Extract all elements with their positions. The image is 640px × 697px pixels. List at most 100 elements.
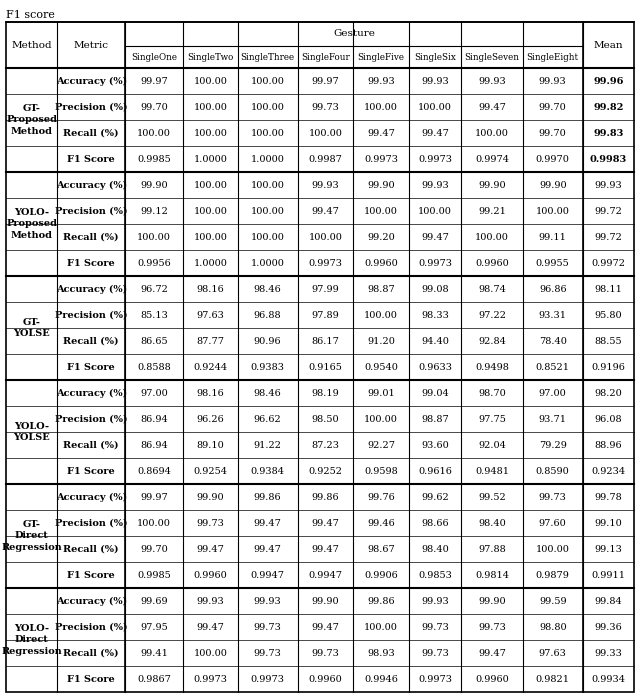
Text: 0.9985: 0.9985 (137, 155, 171, 164)
Text: 0.9498: 0.9498 (475, 362, 509, 372)
Text: 99.73: 99.73 (196, 519, 224, 528)
Text: 98.80: 98.80 (539, 622, 566, 631)
Text: 0.9973: 0.9973 (364, 155, 398, 164)
Text: 99.93: 99.93 (421, 181, 449, 190)
Text: 98.11: 98.11 (595, 284, 622, 293)
Text: 99.52: 99.52 (478, 493, 506, 502)
Text: 99.90: 99.90 (312, 597, 339, 606)
Text: 97.60: 97.60 (539, 519, 566, 528)
Text: 99.62: 99.62 (421, 493, 449, 502)
Text: Recall (%): Recall (%) (63, 128, 119, 137)
Text: 100.00: 100.00 (193, 233, 227, 241)
Text: 99.70: 99.70 (140, 102, 168, 112)
Text: 92.84: 92.84 (478, 337, 506, 346)
Text: 98.40: 98.40 (478, 519, 506, 528)
Text: 100.00: 100.00 (364, 622, 398, 631)
Text: 100.00: 100.00 (308, 233, 342, 241)
Text: 100.00: 100.00 (193, 77, 227, 86)
Text: 99.93: 99.93 (421, 77, 449, 86)
Text: 0.9384: 0.9384 (251, 466, 285, 475)
Text: 0.9960: 0.9960 (475, 675, 509, 684)
Text: 86.94: 86.94 (140, 441, 168, 450)
Text: 100.00: 100.00 (193, 206, 227, 215)
Text: 99.70: 99.70 (539, 102, 566, 112)
Text: 97.89: 97.89 (312, 310, 339, 319)
Text: 99.72: 99.72 (595, 206, 622, 215)
Text: 98.50: 98.50 (312, 415, 339, 424)
Text: 99.47: 99.47 (421, 233, 449, 241)
Text: 99.47: 99.47 (478, 648, 506, 657)
Text: 99.13: 99.13 (595, 544, 622, 553)
Text: 99.78: 99.78 (595, 493, 622, 502)
Text: 99.04: 99.04 (421, 388, 449, 397)
Text: Mean: Mean (593, 40, 623, 49)
Text: 97.00: 97.00 (539, 388, 566, 397)
Text: 0.9973: 0.9973 (419, 155, 452, 164)
Text: 96.26: 96.26 (196, 415, 224, 424)
Text: 99.01: 99.01 (367, 388, 395, 397)
Text: 100.00: 100.00 (193, 181, 227, 190)
Text: SingleOne: SingleOne (131, 52, 177, 61)
Text: 99.20: 99.20 (367, 233, 395, 241)
Text: 99.86: 99.86 (254, 493, 282, 502)
Text: 97.75: 97.75 (478, 415, 506, 424)
Text: Precision (%): Precision (%) (55, 102, 127, 112)
Text: 1.0000: 1.0000 (251, 259, 285, 268)
Text: 99.90: 99.90 (539, 181, 566, 190)
Text: Accuracy (%): Accuracy (%) (56, 77, 127, 86)
Text: 0.9853: 0.9853 (419, 571, 452, 579)
Text: 99.47: 99.47 (367, 128, 395, 137)
Text: 98.46: 98.46 (254, 388, 282, 397)
Text: 100.00: 100.00 (419, 206, 452, 215)
Text: 93.31: 93.31 (539, 310, 566, 319)
Text: F1 Score: F1 Score (67, 259, 115, 268)
Text: 99.08: 99.08 (421, 284, 449, 293)
Text: Recall (%): Recall (%) (63, 544, 119, 553)
Text: SingleSix: SingleSix (414, 52, 456, 61)
Text: 0.9867: 0.9867 (137, 675, 171, 684)
Text: 100.00: 100.00 (308, 128, 342, 137)
Text: 100.00: 100.00 (251, 128, 285, 137)
Text: 0.9960: 0.9960 (364, 259, 398, 268)
Text: 97.22: 97.22 (478, 310, 506, 319)
Text: 93.71: 93.71 (539, 415, 566, 424)
Text: 99.47: 99.47 (312, 519, 339, 528)
Text: 98.16: 98.16 (196, 284, 224, 293)
Text: 0.9947: 0.9947 (308, 571, 342, 579)
Text: 99.90: 99.90 (478, 597, 506, 606)
Text: 98.70: 98.70 (478, 388, 506, 397)
Text: 99.73: 99.73 (421, 622, 449, 631)
Text: 90.96: 90.96 (254, 337, 282, 346)
Text: 0.8588: 0.8588 (137, 362, 171, 372)
Text: 0.9955: 0.9955 (536, 259, 570, 268)
Text: 92.04: 92.04 (478, 441, 506, 450)
Text: SingleFive: SingleFive (358, 52, 404, 61)
Text: 99.97: 99.97 (140, 77, 168, 86)
Text: 79.29: 79.29 (539, 441, 566, 450)
Text: GT-
YOLSE: GT- YOLSE (13, 318, 50, 338)
Text: 99.47: 99.47 (478, 102, 506, 112)
Text: Accuracy (%): Accuracy (%) (56, 388, 127, 397)
Text: 98.93: 98.93 (367, 648, 395, 657)
Text: 0.9540: 0.9540 (364, 362, 398, 372)
Text: Recall (%): Recall (%) (63, 337, 119, 346)
Text: F1 score: F1 score (6, 10, 55, 20)
Text: 99.76: 99.76 (367, 493, 395, 502)
Text: Accuracy (%): Accuracy (%) (56, 181, 127, 190)
Text: SingleEight: SingleEight (527, 52, 579, 61)
Text: 99.93: 99.93 (312, 181, 339, 190)
Text: 99.93: 99.93 (367, 77, 395, 86)
Text: 0.9960: 0.9960 (475, 259, 509, 268)
Text: 98.33: 98.33 (421, 310, 449, 319)
Text: 100.00: 100.00 (137, 128, 171, 137)
Text: 99.97: 99.97 (312, 77, 339, 86)
Text: 93.60: 93.60 (421, 441, 449, 450)
Text: 100.00: 100.00 (193, 648, 227, 657)
Text: 99.73: 99.73 (312, 648, 339, 657)
Text: F1 Score: F1 Score (67, 675, 115, 684)
Text: 92.27: 92.27 (367, 441, 396, 450)
Text: 99.93: 99.93 (478, 77, 506, 86)
Text: 100.00: 100.00 (536, 206, 570, 215)
Text: 97.95: 97.95 (140, 622, 168, 631)
Text: Precision (%): Precision (%) (55, 622, 127, 631)
